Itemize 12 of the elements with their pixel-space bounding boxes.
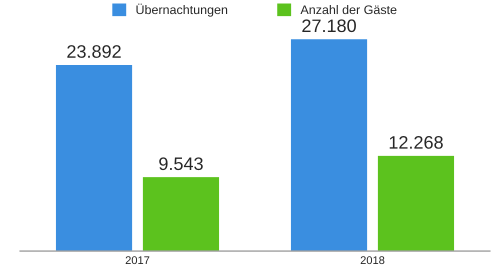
legend-label: Übernachtungen	[136, 4, 228, 17]
data-label: 27.180	[302, 19, 356, 32]
data-label: 12.268	[390, 136, 443, 149]
bar	[376, 154, 456, 252]
bar	[142, 176, 220, 252]
x-tick-label: 2018	[360, 256, 384, 264]
data-label: 9.543	[159, 157, 203, 170]
bar	[54, 64, 134, 252]
data-label: 23.892	[67, 45, 121, 58]
bar	[290, 38, 368, 252]
x-tick-label: 2017	[126, 256, 150, 264]
legend-label: Anzahl der Gäste	[300, 5, 396, 14]
